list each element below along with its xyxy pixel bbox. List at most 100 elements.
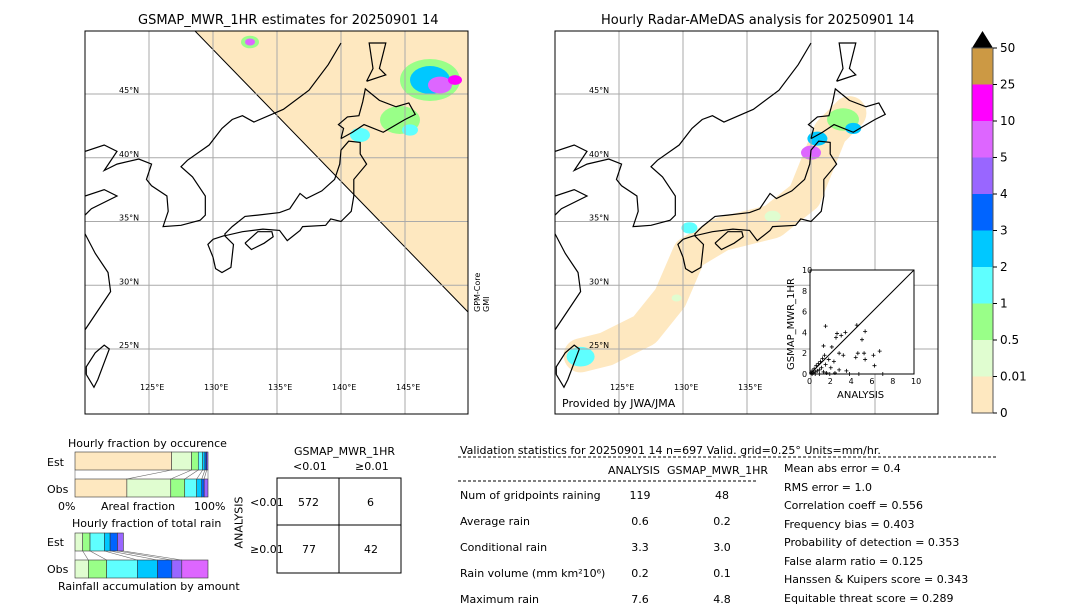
stats-a: 0.6	[631, 515, 649, 528]
fraction-connector	[89, 550, 107, 561]
contingency-row-title: ANALYSIS	[232, 496, 246, 549]
colorbar-segment	[972, 121, 993, 158]
fraction-bar-segment	[104, 532, 111, 552]
coastline-hokkaido	[807, 87, 887, 140]
scatter-point	[841, 353, 846, 358]
score-line: Hanssen & Kuipers score = 0.343	[784, 573, 969, 586]
stats-label: Conditional rain	[460, 541, 548, 554]
right-map	[554, 30, 939, 415]
occ-tick-0: 0%	[58, 500, 76, 513]
stats-b: 48	[715, 489, 729, 502]
stats-label: Num of gridpoints raining	[460, 489, 601, 502]
coastline-hokkaido	[337, 87, 417, 140]
colorbar-tick-label: 3	[1000, 224, 1008, 238]
lat-label: 35°N	[119, 214, 139, 223]
coastline-china	[85, 188, 119, 349]
scatter-ylabel: GSMAP_MWR_1HR	[786, 278, 797, 370]
fraction-bar-segment	[206, 451, 209, 471]
fraction-bar-segment	[74, 559, 89, 579]
fraction-bar-segment	[74, 532, 84, 552]
colorbar-segment	[972, 303, 993, 340]
contingency-row-2: ≥0.01	[250, 543, 284, 556]
lon-label: 130°E	[674, 383, 698, 392]
coastline-shikoku	[714, 231, 744, 251]
contingency-title: GSMAP_MWR_1HR	[294, 445, 396, 458]
scatter-point	[813, 372, 818, 376]
scatter-point	[834, 335, 838, 340]
colorbar-segment	[972, 230, 993, 267]
occurrence-title: Hourly fraction by occurence	[68, 437, 227, 450]
fraction-connector	[201, 469, 206, 480]
colorbar-segment	[972, 157, 993, 194]
colorbar-tick-label: 0	[1000, 406, 1008, 420]
score-line: Equitable threat score = 0.289	[784, 591, 954, 605]
occ-xlabel: Areal fraction	[101, 500, 176, 513]
scatter-xtick: 10	[911, 377, 921, 386]
lat-label: 30°N	[119, 277, 139, 286]
stats-a: 119	[629, 489, 651, 502]
stats-b: 0.2	[713, 515, 731, 528]
lon-label: 145°E	[396, 383, 420, 392]
stats-header: Validation statistics for 20250901 14 n=…	[460, 444, 881, 457]
coastline-honshu	[694, 140, 838, 242]
fraction-bar-segment	[171, 451, 192, 471]
left-map	[84, 30, 469, 415]
sensor-label: GMI	[482, 297, 491, 312]
scatter-xtick: 2	[828, 377, 833, 386]
rain-cell	[402, 124, 418, 136]
fraction-bar-segment	[171, 559, 183, 579]
fraction-bar-segment	[106, 559, 138, 579]
scatter-point	[832, 370, 837, 375]
stats-b: 3.0	[713, 541, 731, 554]
fraction-bar-segment	[181, 559, 209, 579]
scatter-ytick: 8	[802, 287, 807, 296]
lon-label: 125°E	[140, 383, 164, 392]
lat-label: 40°N	[119, 150, 139, 159]
scatter-point	[837, 351, 842, 356]
scatter-ytick: 4	[802, 328, 807, 337]
stats-label: Rain volume (mm km²10⁶)	[460, 567, 606, 580]
coastline-china	[555, 188, 589, 349]
fraction-connector	[170, 469, 192, 480]
total-rain-title: Hourly fraction of total rain	[72, 517, 222, 530]
scatter-point	[835, 331, 840, 336]
colorbar-tick-label: 2	[1000, 260, 1008, 274]
fraction-bar-segment	[74, 478, 128, 498]
scatter-ytick: 2	[802, 349, 807, 358]
stats-a: 0.2	[631, 567, 649, 580]
fraction-bar-segment	[88, 559, 107, 579]
score-line: Mean abs error = 0.4	[784, 462, 901, 475]
fraction-bar-segment	[126, 478, 172, 498]
fraction-bar-segment	[157, 559, 173, 579]
coastline-sakhalin	[836, 42, 857, 82]
lat-label: 45°N	[119, 86, 139, 95]
cell-00: 572	[298, 496, 319, 509]
rain-cell	[350, 128, 370, 142]
scatter-point	[827, 372, 832, 376]
colorbar-segment	[972, 48, 993, 85]
scatter-point	[880, 372, 885, 376]
colorbar-segment	[972, 194, 993, 231]
scatter-xtick: 6	[869, 377, 874, 386]
colorbar-tick-label: 1	[1000, 297, 1008, 311]
fraction-bar-segment	[137, 559, 158, 579]
rain-est-label: Est	[47, 536, 64, 549]
rain-cell	[428, 76, 452, 94]
fraction-bar-segment	[184, 478, 197, 498]
colorbar-tick-label: 10	[1000, 114, 1015, 128]
stats-label: Maximum rain	[460, 593, 539, 606]
score-line: False alarm ratio = 0.125	[784, 554, 924, 568]
fraction-connector	[184, 469, 199, 480]
rain-cell	[245, 38, 255, 46]
contingency-row-1: <0.01	[250, 496, 284, 509]
rain-cell	[448, 75, 462, 85]
scatter-point	[820, 356, 825, 361]
fraction-bar-segment	[202, 451, 206, 471]
fraction-bar-segment	[82, 532, 91, 552]
contingency-col-1: <0.01	[293, 460, 327, 473]
left-map-frame	[84, 30, 469, 415]
scatter-point	[823, 324, 828, 329]
right-map-content	[555, 31, 938, 414]
scatter-point	[839, 333, 844, 338]
fraction-bar-segment	[203, 478, 209, 498]
